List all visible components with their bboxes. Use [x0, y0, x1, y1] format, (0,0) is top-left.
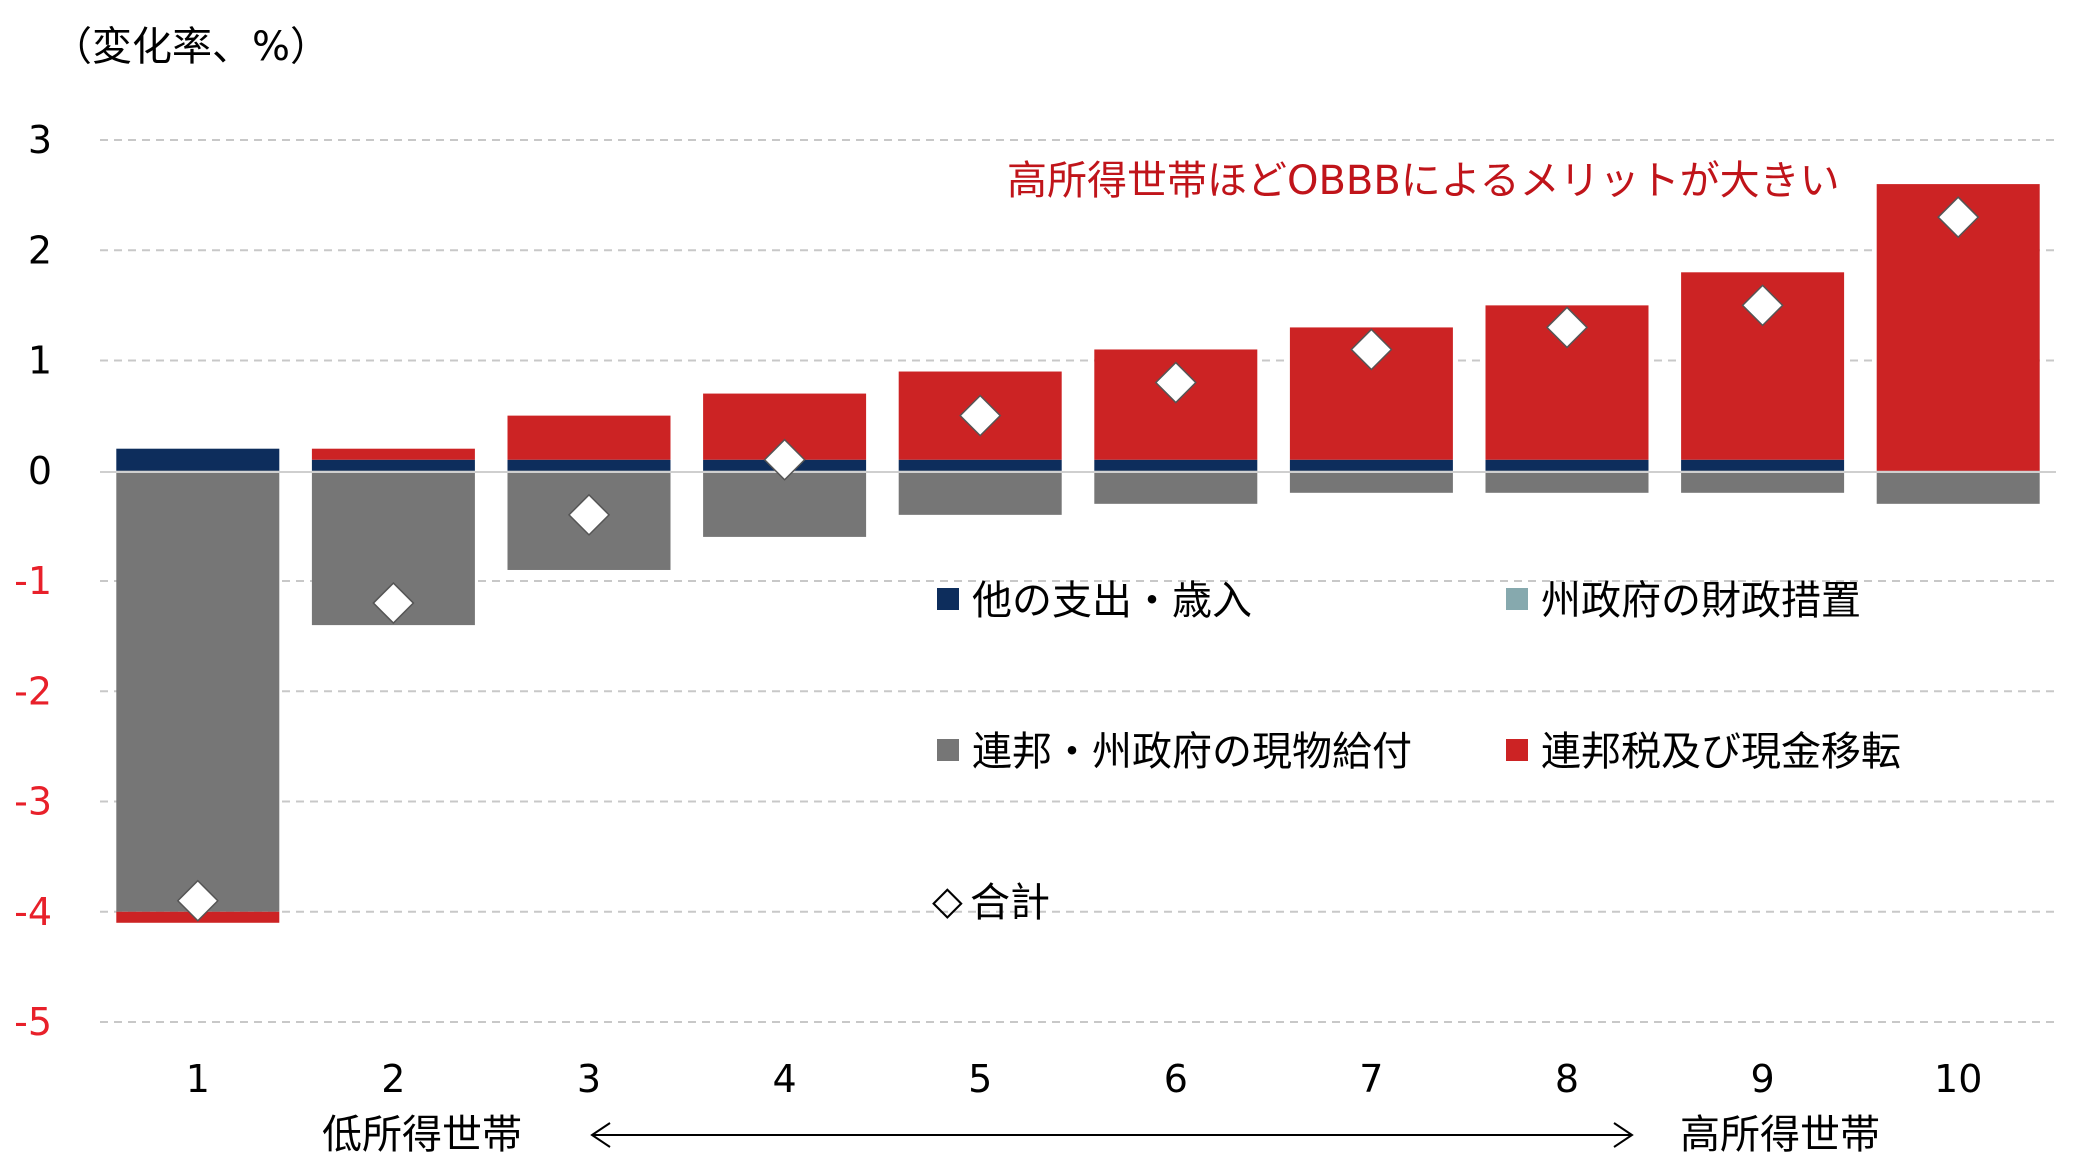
- bar-inkind: [1876, 470, 2040, 504]
- bar-inkind: [1485, 470, 1649, 493]
- x-footer: 低所得世帯 高所得世帯: [322, 1112, 1880, 1158]
- total-markers: [176, 196, 1980, 922]
- y-tick-label: 3: [28, 118, 52, 162]
- footer-high-income: 高所得世帯: [1680, 1112, 1880, 1158]
- total-marker: [959, 394, 1002, 437]
- bar-tax: [507, 415, 671, 460]
- total-marker: [372, 581, 415, 625]
- bar-other: [116, 448, 280, 471]
- bar-other: [1289, 459, 1453, 471]
- annotation: 高所得世帯ほどOBBBによるメリットが大きい: [1007, 158, 1840, 204]
- x-tick-label: 5: [968, 1057, 992, 1101]
- total-marker: [176, 879, 219, 922]
- x-tick-label: 10: [1934, 1057, 1982, 1101]
- legend-label-total: 合計: [970, 880, 1050, 926]
- bar-inkind: [1289, 470, 1453, 493]
- x-tick-label: 2: [381, 1057, 405, 1101]
- bar-inkind: [1681, 470, 1845, 493]
- footer-arrow-left-head: [590, 1122, 611, 1148]
- y-tick-label: 2: [28, 228, 52, 272]
- x-axis: 1 2 3 4 5 6 7 8 9 10: [186, 1057, 1983, 1101]
- y-tick-label: -5: [14, 1000, 52, 1044]
- legend-label-tax: 連邦税及び現金移転: [1541, 729, 1901, 775]
- total-marker: [1741, 284, 1784, 327]
- legend-swatch-inkind: [937, 739, 959, 761]
- footer-arrow-right-head: [1613, 1122, 1634, 1148]
- legend-swatch-other: [937, 588, 959, 610]
- legend-label-other: 他の支出・歳入: [972, 578, 1252, 624]
- unit-label: （変化率、%）: [52, 24, 330, 70]
- y-tick-label: 0: [28, 449, 52, 493]
- y-tick-label: -3: [14, 780, 52, 824]
- bar-other: [507, 459, 671, 471]
- y-tick-label: -4: [14, 890, 52, 934]
- x-tick-label: 6: [1164, 1057, 1188, 1101]
- legend-label-state: 州政府の財政措置: [1541, 578, 1861, 624]
- bar-other: [311, 459, 475, 471]
- bar-other: [1094, 459, 1258, 471]
- total-marker: [1154, 361, 1197, 404]
- y-tick-label: -2: [14, 669, 52, 713]
- x-tick-label: 4: [773, 1057, 797, 1101]
- legend-swatch-state: [1506, 588, 1528, 610]
- bar-inkind: [703, 470, 867, 537]
- total-marker: [1937, 196, 1980, 239]
- legend-swatch-tax: [1506, 739, 1528, 761]
- total-marker: [763, 438, 806, 481]
- total-marker: [567, 493, 611, 536]
- x-tick-label: 1: [186, 1057, 210, 1101]
- x-tick-label: 8: [1555, 1057, 1579, 1101]
- y-tick-label: 1: [28, 339, 52, 383]
- x-tick-label: 7: [1359, 1057, 1383, 1101]
- bar-other: [1485, 459, 1649, 471]
- bar-inkind: [116, 470, 280, 912]
- footer-low-income: 低所得世帯: [322, 1112, 522, 1158]
- bar-other: [1681, 459, 1845, 471]
- total-marker: [1545, 306, 1589, 349]
- bar-other: [898, 459, 1062, 471]
- legend: 他の支出・歳入 州政府の財政措置 連邦・州政府の現物給付 連邦税及び現金移転 ◇…: [932, 578, 1901, 926]
- bar-inkind: [898, 470, 1062, 515]
- x-tick-label: 9: [1751, 1057, 1775, 1101]
- total-marker: [1350, 328, 1393, 371]
- legend-label-inkind: 連邦・州政府の現物給付: [972, 729, 1412, 775]
- bar-tax: [311, 448, 475, 460]
- bar-inkind: [1094, 470, 1258, 504]
- bars: [116, 184, 2040, 923]
- legend-marker-total: ◇: [932, 878, 963, 924]
- y-tick-label: -1: [14, 559, 52, 603]
- y-axis: 3 2 1 0 -1 -2 -3 -4 -5: [14, 118, 52, 1044]
- x-tick-label: 3: [577, 1057, 601, 1101]
